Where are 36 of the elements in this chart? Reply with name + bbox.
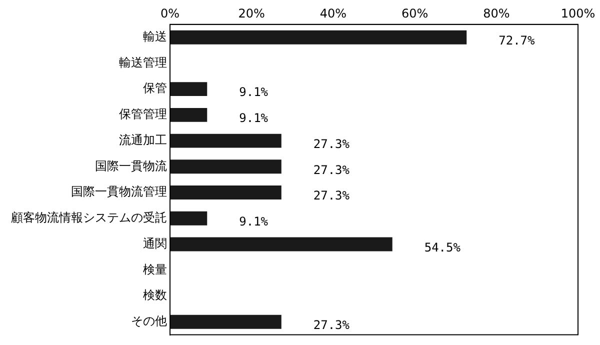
y-tick-label: 通関: [143, 236, 167, 250]
x-tick-label: 20%: [238, 6, 265, 20]
y-tick-label: 検数: [143, 288, 167, 302]
y-tick-label: 国際一貫物流: [95, 158, 167, 173]
x-tick-label: 100%: [560, 6, 596, 20]
bar: [170, 108, 208, 122]
y-tick-label: 保管管理: [119, 107, 167, 122]
bar: [170, 160, 282, 174]
y-tick-label: 保管: [143, 81, 167, 96]
data-label: 27.3%: [313, 162, 350, 177]
data-label: 27.3%: [313, 318, 350, 332]
bar: [170, 211, 208, 226]
y-tick-label: 輸送管理: [119, 55, 167, 70]
y-tick-label: その他: [131, 314, 167, 328]
x-tick-label: 40%: [320, 6, 347, 20]
y-tick-label: 流通加工: [119, 132, 167, 147]
bar: [170, 134, 282, 148]
bar: [170, 30, 467, 44]
data-label: 27.3%: [313, 188, 350, 203]
data-label: 9.1%: [239, 111, 269, 126]
y-tick-label: 輸送: [143, 29, 167, 44]
x-tick-label: 0%: [160, 6, 180, 20]
bar: [170, 237, 392, 252]
data-label: 9.1%: [239, 214, 269, 229]
bar: [170, 186, 282, 200]
x-tick-label: 60%: [401, 6, 428, 20]
bar: [170, 314, 282, 329]
y-tick-label: 検量: [143, 262, 167, 276]
data-label: 27.3%: [313, 136, 350, 151]
data-label: 9.1%: [239, 85, 269, 100]
data-label: 72.7%: [498, 33, 536, 48]
data-label: 54.5%: [424, 240, 462, 254]
y-tick-label: 顧客物流情報システムの受託: [11, 210, 167, 225]
bar: [170, 82, 208, 96]
y-tick-label: 国際一貫物流管理: [71, 184, 167, 199]
x-tick-label: 80%: [483, 6, 510, 20]
